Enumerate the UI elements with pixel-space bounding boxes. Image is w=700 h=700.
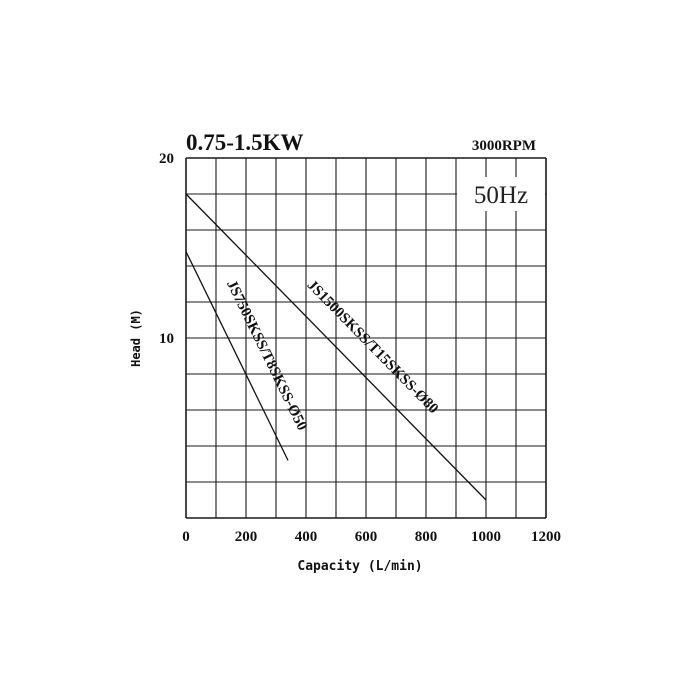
frequency-legend-background [457, 177, 545, 211]
chart-title: 0.75-1.5KW [186, 130, 304, 155]
series-line-2 [185, 193, 487, 501]
axis-ticks: 0 200 400 600 800 1000 1200 20 10 [159, 151, 561, 545]
y-tick-label: 10 [159, 331, 174, 347]
frequency-legend-box: 50Hz [457, 177, 545, 211]
grid [185, 157, 547, 519]
x-tick-label: 600 [355, 529, 378, 545]
x-tick-label: 1000 [471, 529, 501, 545]
x-tick-label: 1200 [531, 529, 561, 545]
x-tick-label: 400 [295, 529, 318, 545]
series-line-1 [185, 251, 289, 461]
speed-label: 3000RPM [472, 138, 536, 154]
x-tick-label: 200 [235, 529, 258, 545]
frequency-label: 50Hz [474, 182, 528, 209]
y-tick-label: 20 [159, 151, 174, 167]
series-label-2: JS1500SKSS/T15SKSS-Ø80 [304, 277, 441, 417]
x-tick-label: 800 [415, 529, 438, 545]
y-axis-label: Head (M) [129, 309, 143, 367]
x-axis-label: Capacity (L/min) [297, 559, 422, 574]
x-tick-label: 0 [182, 529, 190, 545]
